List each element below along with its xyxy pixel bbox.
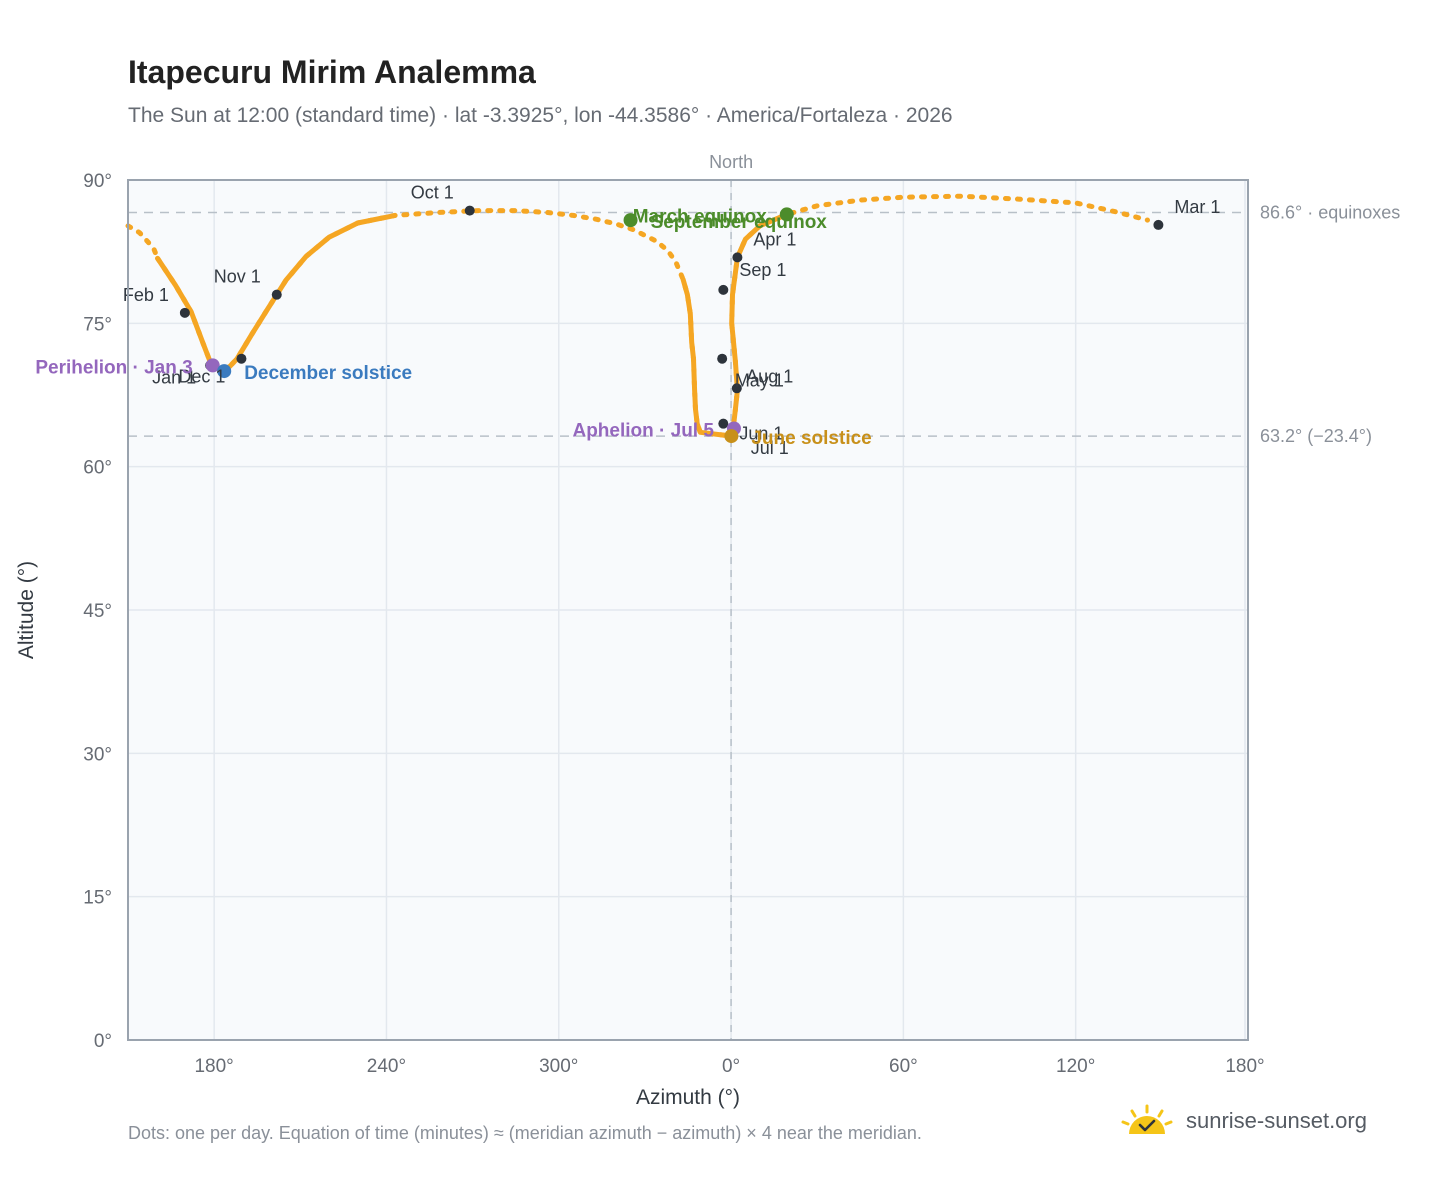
month-marker bbox=[236, 353, 247, 364]
event-label: March equinox bbox=[633, 206, 768, 227]
month-label: Dec 1 bbox=[178, 367, 225, 387]
month-label: Jul 1 bbox=[751, 438, 789, 458]
month-marker bbox=[717, 353, 728, 364]
month-marker bbox=[732, 252, 743, 263]
brand[interactable]: sunrise-sunset.org bbox=[1120, 1104, 1367, 1138]
month-label: Jan 1 bbox=[152, 367, 196, 387]
month-label: Nov 1 bbox=[214, 267, 261, 287]
event-marker bbox=[724, 429, 739, 444]
month-label: Sep 1 bbox=[739, 260, 786, 280]
month-marker bbox=[718, 418, 729, 429]
y-tick-label: 45° bbox=[83, 601, 112, 622]
x-tick-label: 180° bbox=[194, 1056, 233, 1077]
event-label: December solstice bbox=[244, 363, 412, 384]
month-label: Aug 1 bbox=[746, 367, 793, 387]
month-marker bbox=[464, 205, 475, 216]
chart-subtitle: The Sun at 12:00 (standard time) · lat -… bbox=[128, 104, 953, 127]
month-marker bbox=[718, 284, 729, 295]
month-label: Mar 1 bbox=[1174, 197, 1220, 217]
chart-title: Itapecuru Mirim Analemma bbox=[128, 54, 536, 90]
y-tick-label: 60° bbox=[83, 458, 112, 479]
event-label: June solstice bbox=[751, 428, 871, 449]
event-marker bbox=[205, 358, 220, 373]
x-tick-label: 120° bbox=[1056, 1056, 1095, 1077]
y-tick-label: 75° bbox=[83, 314, 112, 335]
event-label: Aphelion · Jul 5 bbox=[572, 420, 714, 441]
event-marker bbox=[217, 364, 232, 379]
event-marker bbox=[779, 207, 794, 222]
y-tick-label: 90° bbox=[83, 171, 112, 192]
y-tick-label: 15° bbox=[83, 888, 112, 909]
sun-logo-icon bbox=[1121, 1104, 1173, 1134]
x-tick-label: 60° bbox=[889, 1056, 918, 1077]
analemma-solid-segment bbox=[155, 212, 398, 374]
month-label: Feb 1 bbox=[123, 285, 169, 305]
north-label: North bbox=[709, 152, 753, 172]
x-tick-label: 240° bbox=[367, 1056, 406, 1077]
footnote: Dots: one per day. Equation of time (min… bbox=[128, 1123, 922, 1143]
month-marker bbox=[731, 383, 742, 394]
event-label: September equinox bbox=[651, 212, 828, 233]
x-tick-label: 180° bbox=[1225, 1056, 1264, 1077]
y-axis-title: Altitude (°) bbox=[15, 561, 38, 659]
reference-line-label: 63.2° (−23.4°) bbox=[1260, 426, 1372, 446]
month-label: Apr 1 bbox=[753, 229, 796, 249]
month-marker bbox=[1153, 219, 1164, 230]
event-label: Perihelion · Jan 3 bbox=[35, 357, 192, 378]
month-marker bbox=[179, 307, 190, 318]
month-label: May 1 bbox=[735, 370, 784, 390]
y-tick-label: 30° bbox=[83, 744, 112, 765]
month-marker bbox=[271, 289, 282, 300]
month-label: Jun 1 bbox=[739, 424, 783, 444]
brand-text: sunrise-sunset.org bbox=[1186, 1108, 1367, 1133]
y-tick-label: 0° bbox=[94, 1031, 112, 1052]
plot-frame bbox=[127, 179, 1249, 1041]
month-label: Oct 1 bbox=[411, 183, 454, 203]
reference-line-label: 86.6° · equinoxes bbox=[1260, 202, 1400, 222]
x-axis-title: Azimuth (°) bbox=[636, 1086, 740, 1109]
event-marker bbox=[623, 213, 638, 228]
x-tick-label: 0° bbox=[722, 1056, 740, 1077]
x-tick-label: 300° bbox=[539, 1056, 578, 1077]
